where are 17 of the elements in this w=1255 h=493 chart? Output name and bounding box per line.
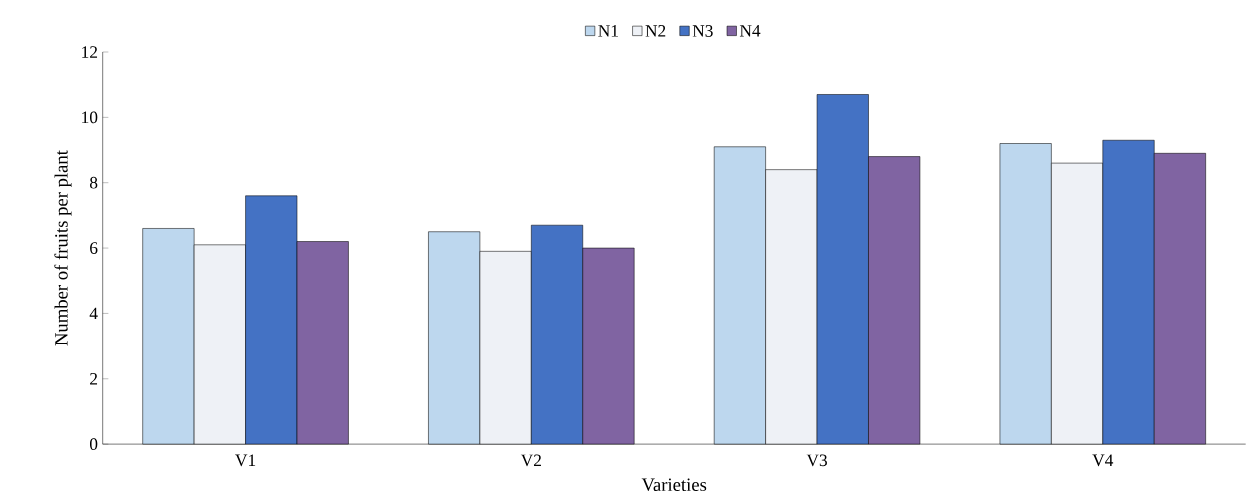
x-tick-label: V2 — [520, 454, 541, 467]
legend-label: N1 — [598, 24, 618, 37]
y-tick-label: 12 — [82, 46, 98, 58]
y-tick-label: 8 — [89, 176, 98, 189]
legend-label: N3 — [692, 24, 713, 37]
y-tick-label: 2 — [90, 372, 98, 385]
x-axis-title: Varieties — [641, 478, 707, 491]
y-tick-label: 10 — [82, 111, 98, 123]
x-tick-label: V4 — [1092, 454, 1114, 466]
y-axis-title: Number of fruits per plant — [54, 149, 72, 346]
legend-label: N4 — [739, 24, 761, 37]
legend-label: N2 — [645, 24, 666, 37]
y-tick-label: 4 — [89, 307, 98, 319]
y-tick-label: 6 — [90, 242, 98, 254]
x-tick-label: V3 — [806, 454, 827, 467]
y-tick-label: 0 — [89, 438, 98, 450]
x-tick-label: V1 — [235, 454, 256, 467]
